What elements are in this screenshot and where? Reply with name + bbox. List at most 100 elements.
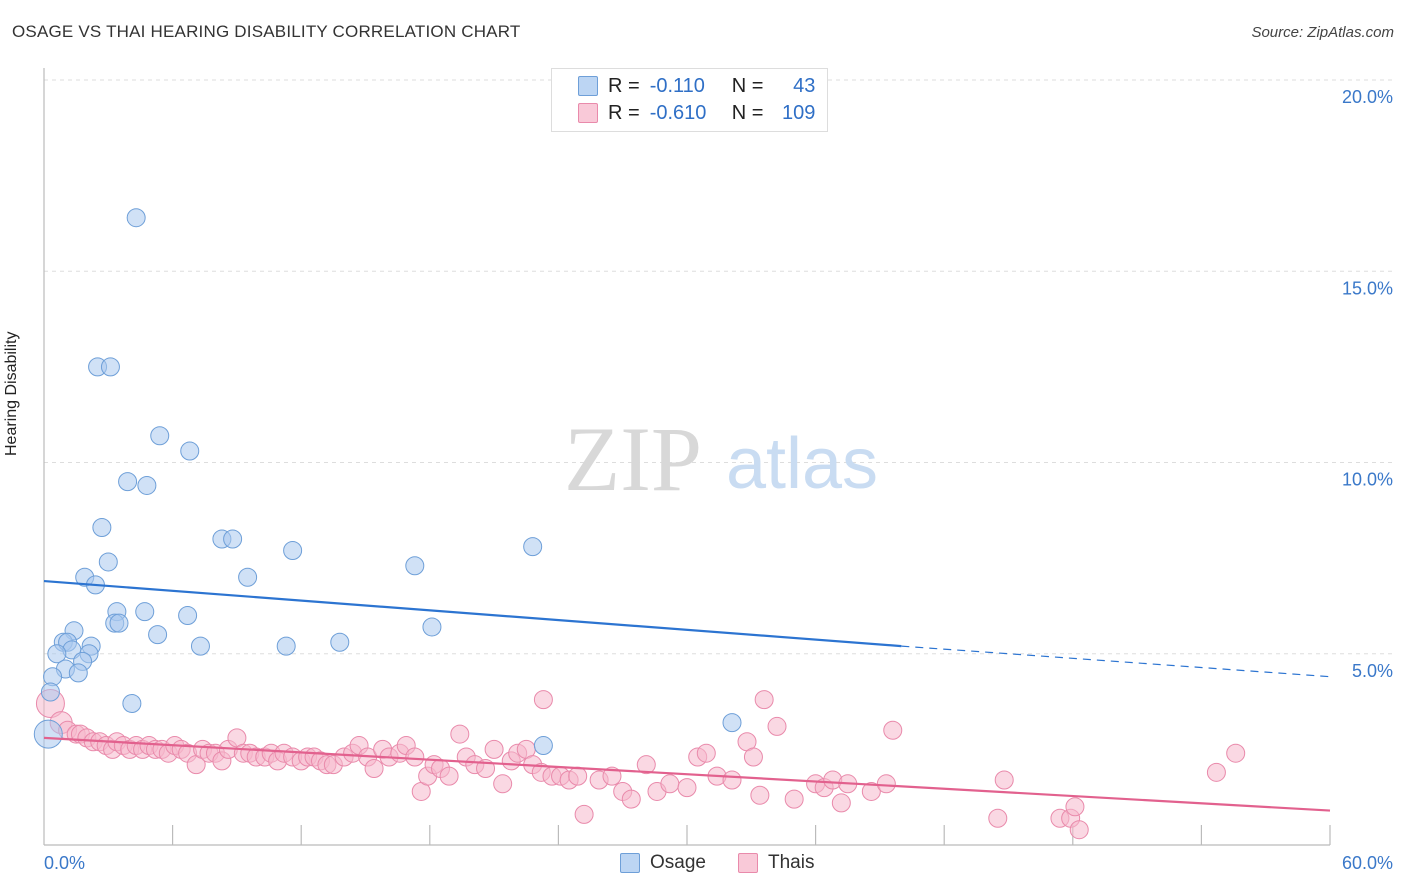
thai-point xyxy=(405,747,425,767)
osage-point xyxy=(135,602,155,622)
thai-trend-line xyxy=(43,736,1331,812)
osage-point xyxy=(100,357,120,377)
thai-point xyxy=(1069,820,1089,840)
osage-point xyxy=(68,663,88,683)
thai-point xyxy=(767,716,787,736)
osage-point xyxy=(276,636,296,656)
y-tick-label: 15.0% xyxy=(1342,278,1393,298)
watermark-zip: ZIP xyxy=(564,408,702,510)
thai-point xyxy=(696,743,716,763)
osage-point xyxy=(122,693,142,713)
osage-point xyxy=(180,441,200,461)
thai-point xyxy=(660,774,680,794)
thai-point xyxy=(493,774,513,794)
osage-point xyxy=(126,208,146,228)
osage-swatch xyxy=(578,76,598,96)
thai-point xyxy=(621,789,641,809)
r-value: -0.110 xyxy=(649,74,705,97)
x-tick-labels: 0.0% 60.0% xyxy=(44,853,1393,873)
legend-row-thais: R = -0.610 N = 109 xyxy=(552,101,815,125)
thai-point xyxy=(1206,762,1226,782)
chart-title: OSAGE VS THAI HEARING DISABILITY CORRELA… xyxy=(12,22,521,41)
y-tick-label: 10.0% xyxy=(1342,470,1393,490)
correlation-legend: R = -0.110 N = 43 R = -0.610 N = 109 xyxy=(551,68,828,132)
legend-item-osage[interactable]: Osage xyxy=(620,852,706,874)
x-tick-label: 0.0% xyxy=(44,853,85,873)
legend-row-osage: R = -0.110 N = 43 xyxy=(552,74,815,98)
thai-swatch xyxy=(737,853,758,873)
x-tick-label: 60.0% xyxy=(1342,853,1393,873)
thai-point xyxy=(861,781,881,801)
thai-point xyxy=(450,724,470,744)
thai-series xyxy=(35,688,1246,840)
osage-swatch xyxy=(620,853,640,873)
thai-point xyxy=(364,759,384,778)
n-label: N = xyxy=(731,101,764,124)
thai-point xyxy=(831,793,851,813)
legend-label-osage: Osage xyxy=(650,852,706,873)
series-legend: Osage Thais xyxy=(620,852,846,874)
thai-point xyxy=(994,770,1014,790)
thai-point xyxy=(574,804,594,824)
osage-trend-line xyxy=(43,579,902,648)
thai-point xyxy=(750,785,770,805)
osage-point xyxy=(223,529,243,549)
osage-point xyxy=(405,556,425,576)
thai-point xyxy=(876,774,896,794)
osage-point xyxy=(47,644,67,664)
osage-point xyxy=(283,540,303,560)
gridlines xyxy=(44,79,1392,655)
osage-series xyxy=(33,208,742,756)
legend-label-thais: Thais xyxy=(767,852,815,873)
thai-point xyxy=(439,766,459,786)
thai-point xyxy=(743,747,763,767)
r-value: -0.610 xyxy=(649,101,707,124)
legend-item-thais[interactable]: Thais xyxy=(737,852,815,874)
osage-point xyxy=(190,636,210,656)
watermark-atlas: atlas xyxy=(726,424,878,504)
osage-point xyxy=(148,625,168,645)
thai-point xyxy=(722,770,742,790)
osage-trend-extension xyxy=(901,645,1331,678)
osage-point xyxy=(118,472,138,492)
n-value: 109 xyxy=(782,101,816,124)
thai-point xyxy=(677,778,697,798)
y-tick-label: 20.0% xyxy=(1342,87,1393,107)
osage-point xyxy=(523,537,543,557)
thai-point xyxy=(784,789,804,809)
thai-point xyxy=(1226,743,1246,763)
osage-point xyxy=(533,736,553,756)
thai-point xyxy=(1065,797,1085,817)
y-tick-label: 5.0% xyxy=(1352,661,1393,681)
osage-point xyxy=(109,613,129,633)
thai-point xyxy=(636,755,656,775)
r-label: R = xyxy=(608,101,640,124)
axes xyxy=(43,68,1331,846)
osage-point xyxy=(92,518,112,538)
n-label: N = xyxy=(731,74,764,97)
r-label: R = xyxy=(608,74,640,97)
thai-point xyxy=(533,690,553,710)
osage-point xyxy=(137,475,157,495)
thai-swatch xyxy=(578,103,598,123)
osage-point xyxy=(330,632,350,652)
thai-point xyxy=(602,766,622,786)
source-credit: Source: ZipAtlas.com xyxy=(1251,24,1394,41)
osage-point xyxy=(422,617,442,637)
y-tick-labels: 5.0% 10.0% 15.0% 20.0% xyxy=(1342,87,1393,681)
n-value: 43 xyxy=(793,74,816,97)
osage-point xyxy=(238,567,258,587)
thai-point xyxy=(754,690,774,710)
thai-point xyxy=(988,808,1008,828)
thai-point xyxy=(883,720,903,740)
osage-point xyxy=(98,552,118,572)
osage-point xyxy=(178,606,198,625)
osage-point xyxy=(150,426,170,446)
osage-point xyxy=(33,719,63,749)
thai-point xyxy=(484,739,504,759)
osage-point xyxy=(40,682,60,702)
thai-point xyxy=(568,766,588,786)
osage-point xyxy=(722,713,742,733)
trend-lines xyxy=(43,579,1331,812)
